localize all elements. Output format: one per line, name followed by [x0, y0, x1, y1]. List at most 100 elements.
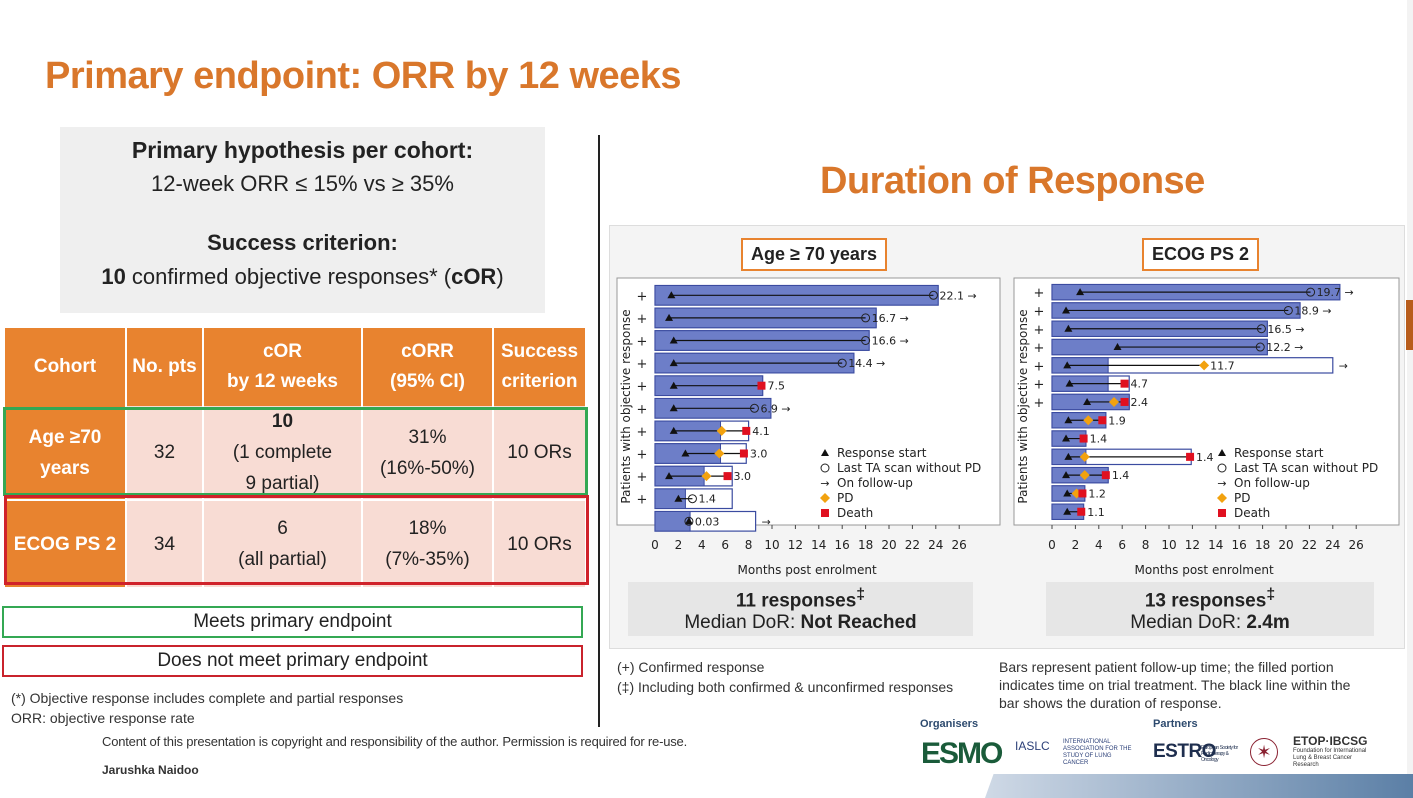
confirmed-mark: +	[637, 357, 648, 372]
death-marker	[1079, 434, 1088, 443]
response-start-marker	[667, 291, 676, 299]
legend-diamond-icon	[1217, 493, 1227, 503]
dor-value-label: 22.1 →	[939, 289, 976, 302]
legend-triangle-icon	[1218, 449, 1226, 456]
death-marker	[742, 426, 751, 435]
pd-marker	[714, 448, 725, 459]
legend-label: Response start	[1234, 446, 1324, 460]
x-tick-label: 22	[905, 538, 920, 552]
response-start-marker	[684, 517, 693, 525]
confirmed-mark: +	[637, 425, 648, 440]
dor-value-label: 1.2	[1088, 487, 1106, 500]
confirmed-mark: +	[637, 402, 648, 417]
dor-value-label: 4.7	[1131, 378, 1149, 391]
pd-marker	[716, 425, 727, 436]
response-start-marker	[1113, 343, 1122, 351]
death-marker	[1077, 507, 1086, 516]
scan-marker	[1306, 287, 1316, 297]
dor-value-label: 1.1	[1087, 506, 1105, 519]
x-tick-label: 12	[788, 538, 803, 552]
confirmed-mark: +	[1034, 396, 1045, 411]
pd-marker	[1083, 415, 1094, 426]
x-tick-label: 8	[1142, 538, 1150, 552]
pts-cell: 34	[126, 500, 204, 589]
legend-label: Death	[1234, 506, 1270, 520]
note-confirmed: (+) Confirmed response	[617, 659, 765, 675]
table-row: Age ≥70 years 32 10 (1 complete 9 partial)…	[5, 406, 587, 501]
cohort-table: Cohort No. pts cOR by 12 weeks cORR (95% C…	[5, 328, 587, 589]
x-tick-label: 2	[1072, 538, 1080, 552]
dor-value-label: 0.03	[695, 515, 720, 528]
response-start-marker	[1064, 452, 1073, 460]
death-marker	[739, 449, 748, 458]
confirmed-mark: +	[637, 380, 648, 395]
x-tick-label: 10	[764, 538, 779, 552]
response-start-marker	[1064, 324, 1073, 332]
scan-marker	[861, 336, 871, 345]
estro-logo: ESTRO European Society for Radiotherapy &…	[1153, 741, 1238, 763]
response-start-marker	[681, 449, 690, 457]
confirmed-mark: +	[637, 493, 648, 508]
response-start-marker	[1083, 397, 1092, 405]
hypothesis-box: Primary hypothesis per cohort: 12-week O…	[60, 127, 545, 313]
response-start-marker	[1076, 288, 1085, 296]
dor-value-label: 1.9	[1108, 414, 1126, 427]
pd-marker	[1199, 360, 1210, 371]
slide-title: Primary endpoint: ORR by 12 weeks	[45, 55, 682, 97]
bottom-decoration	[985, 774, 1413, 798]
x-tick-label: 26	[952, 538, 967, 552]
right-edge-bar	[1407, 0, 1413, 798]
esmo-logo: ESMO	[921, 737, 1003, 770]
table-row: ECOG PS 2 34 6 (all partial) 18% (7%-35%) …	[5, 500, 587, 589]
death-marker	[1186, 452, 1195, 461]
legend-label: PD	[837, 491, 853, 505]
table-header-cohort: Cohort	[5, 328, 127, 406]
confirmed-mark: +	[637, 448, 648, 463]
success-cell: 10 ORs	[493, 500, 587, 589]
legend-arrow-icon: →	[1217, 477, 1226, 490]
pd-marker	[1071, 488, 1082, 499]
x-tick-label: 20	[881, 538, 896, 552]
x-tick-label: 10	[1161, 538, 1176, 552]
scan-marker	[837, 358, 847, 368]
legend-not-meets: Does not meet primary endpoint	[2, 645, 583, 677]
x-tick-label: 6	[1118, 538, 1126, 552]
confirmed-mark: +	[1034, 304, 1045, 319]
partners-label: Partners	[1153, 718, 1198, 730]
copyright-note: Content of this presentation is copyrigh…	[102, 734, 687, 749]
legend-meets: Meets primary endpoint	[2, 606, 583, 638]
legend-label: Response start	[837, 446, 927, 460]
x-tick-label: 0	[651, 538, 659, 552]
legend-diamond-icon	[820, 493, 830, 503]
hypothesis-heading: Primary hypothesis per cohort:	[131, 137, 474, 163]
dor-value-label: 16.7 →	[872, 312, 909, 325]
table-header-cor: cOR by 12 weeks	[203, 328, 363, 406]
dor-value-label: 12.2 →	[1266, 341, 1303, 354]
corr-cell: 18% (7%-35%)	[362, 500, 494, 589]
legend-square-icon	[1218, 509, 1226, 517]
dor-value-label: 16.5 →	[1267, 323, 1304, 336]
scan-marker	[684, 516, 694, 526]
footnote-objective: (*) Objective response includes complete…	[11, 690, 404, 706]
success-cell: 10 ORs	[493, 406, 587, 501]
meets-frame	[3, 407, 588, 496]
organisers-label: Organisers	[920, 718, 979, 730]
note-bars-3: bar shows the duration of response.	[999, 695, 1222, 711]
y-axis-label: Patients with objective response	[1016, 309, 1030, 503]
confirmed-mark: +	[1034, 323, 1045, 338]
dor-value-label: 1.4	[698, 493, 716, 506]
pd-marker	[1109, 396, 1120, 407]
response-start-marker	[665, 313, 674, 321]
response-start-marker	[1063, 507, 1072, 515]
response-start-marker	[665, 472, 674, 480]
table-header-pts: No. pts	[126, 328, 204, 406]
x-tick-label: 14	[1208, 538, 1223, 552]
cohort-cell: Age ≥70 years	[5, 406, 127, 501]
pd-marker	[1079, 451, 1090, 462]
death-marker	[723, 472, 732, 481]
response-start-marker	[1062, 471, 1071, 479]
confirmed-mark: +	[1034, 341, 1045, 356]
x-tick-label: 4	[1095, 538, 1103, 552]
dor-value-label: 1.4	[1196, 451, 1214, 464]
legend-label: On follow-up	[837, 476, 913, 490]
